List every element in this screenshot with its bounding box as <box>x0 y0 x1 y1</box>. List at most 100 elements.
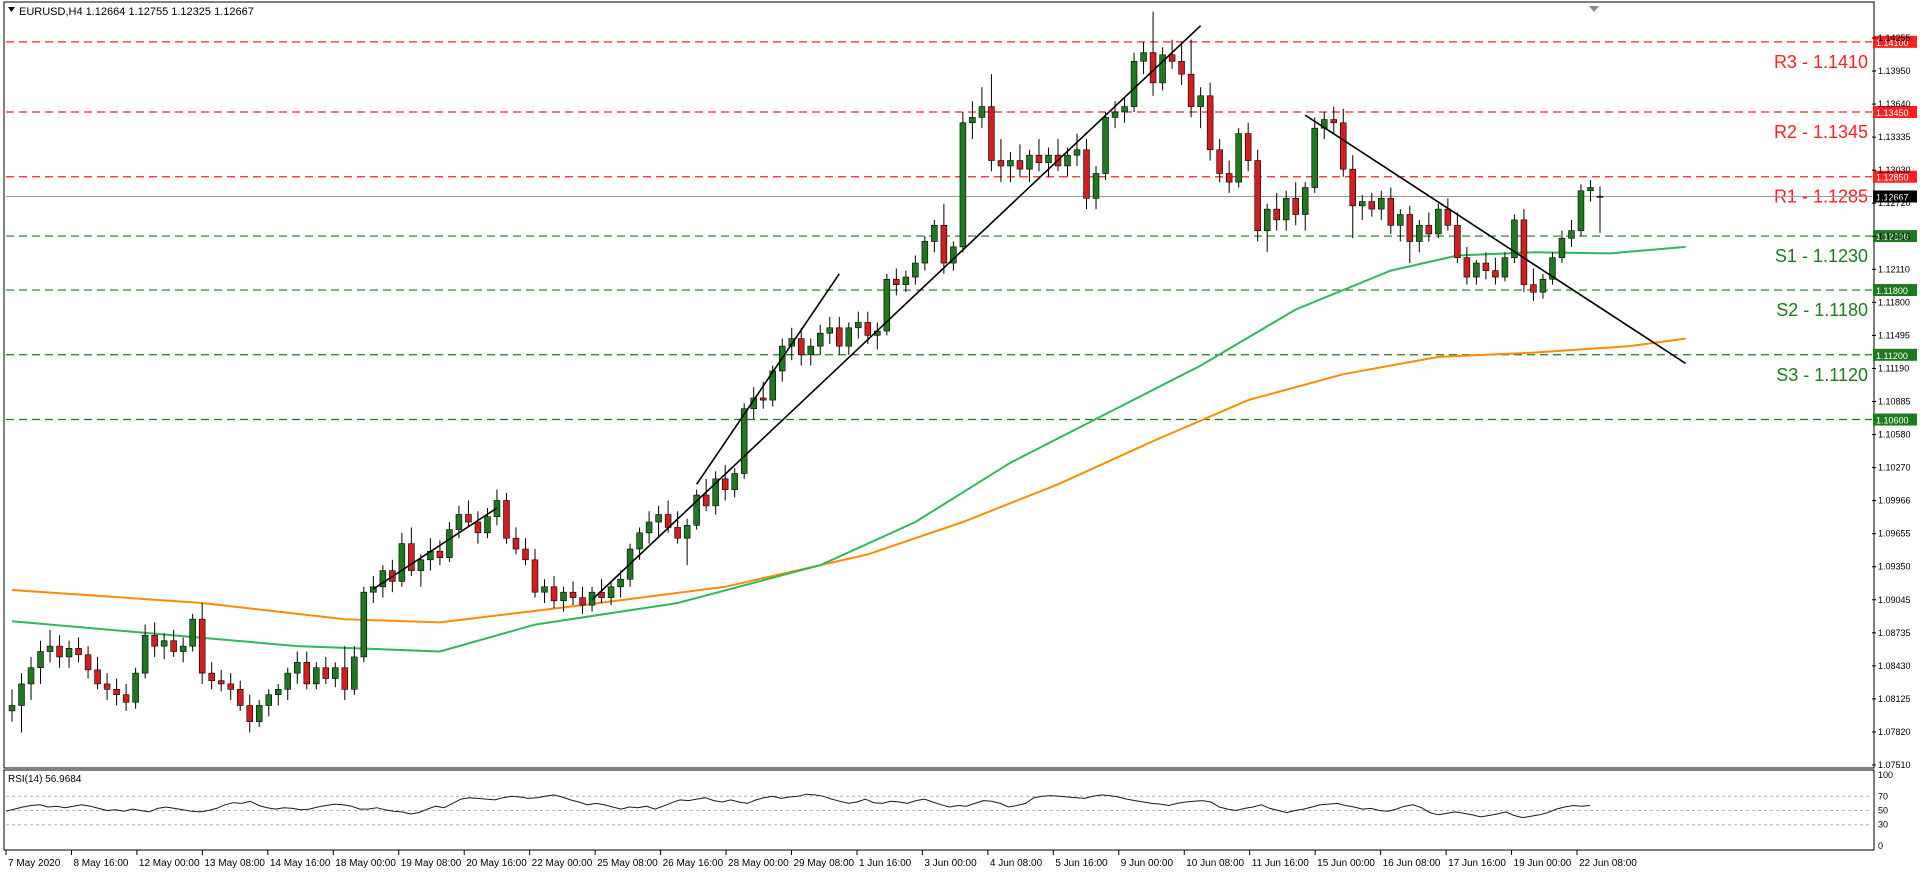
candle-body <box>921 241 929 264</box>
y-tick-label: 1.10270 <box>1878 463 1911 473</box>
candle-body <box>94 669 101 685</box>
candle-body <box>1102 117 1109 174</box>
rsi-label: RSI(14) 56.9684 <box>8 774 82 785</box>
candle-body <box>541 586 548 593</box>
candle-body <box>683 524 691 539</box>
y-tick-label: 1.13030 <box>1878 165 1911 175</box>
candle-body <box>978 106 986 118</box>
candle-body <box>1016 160 1024 170</box>
candle-body <box>1330 119 1337 124</box>
candle-body <box>1263 208 1271 231</box>
candle-body <box>950 246 957 264</box>
level-label: S3 - 1.1120 <box>1776 365 1868 385</box>
candle-body <box>550 586 558 602</box>
candle-body <box>1121 106 1128 113</box>
candle-body <box>351 656 358 690</box>
candle-body <box>1301 187 1309 215</box>
x-tick-label: 26 May 16:00 <box>663 858 724 869</box>
y-tick-label: 1.08430 <box>1878 661 1911 671</box>
candle-body <box>531 559 539 593</box>
candle-body <box>1311 127 1318 188</box>
candle-body <box>341 667 349 690</box>
candle-body <box>84 654 92 671</box>
level-price-tag <box>1873 348 1917 361</box>
y-tick-label: 1.08125 <box>1878 694 1911 704</box>
y-tick-label: 1.11495 <box>1878 330 1910 340</box>
candle-body <box>1007 160 1014 167</box>
x-tick-label: 12 May 00:00 <box>139 858 200 869</box>
candle-body <box>1083 149 1090 199</box>
trendline <box>372 507 498 590</box>
level-price-tag-text: 1.12300 <box>1876 232 1909 242</box>
candle-body <box>151 635 158 647</box>
x-tick-label: 1 Jun 16:00 <box>859 858 912 869</box>
x-tick-label: 16 Jun 08:00 <box>1383 858 1441 869</box>
candle-body <box>27 667 35 685</box>
level-label: R2 - 1.1345 <box>1774 122 1868 142</box>
candle-body <box>1368 201 1376 210</box>
y-tick-label: 1.09655 <box>1878 529 1911 539</box>
candle-body <box>1577 190 1585 231</box>
candle-body <box>1482 262 1490 271</box>
candle-body <box>65 647 73 658</box>
level-price-tag-text: 1.11200 <box>1876 351 1908 361</box>
candle-body <box>474 521 482 534</box>
y-tick-label: 1.14255 <box>1878 33 1911 43</box>
candle-body <box>1187 73 1195 107</box>
candle-body <box>522 548 529 561</box>
level-price-tag <box>1873 170 1917 183</box>
candle-body <box>1454 224 1461 258</box>
candle-body <box>579 597 586 606</box>
moving-averages <box>11 245 1686 653</box>
x-tick-label: 17 Jun 16:00 <box>1448 858 1506 869</box>
x-tick-label: 8 May 16:00 <box>73 858 128 869</box>
candle-body <box>1539 278 1547 293</box>
x-tick-label: 28 May 00:00 <box>728 858 789 869</box>
y-tick-label: 1.11190 <box>1878 363 1909 373</box>
candle-body <box>1444 208 1452 226</box>
candle-body <box>655 514 662 523</box>
x-tick-label: 22 May 00:00 <box>532 858 593 869</box>
candle-body <box>1558 237 1566 258</box>
candle-body <box>484 516 491 534</box>
x-tick-label: 19 May 08:00 <box>401 858 462 869</box>
candle-body <box>1140 52 1147 62</box>
candle-body <box>902 276 910 285</box>
candle-body <box>731 473 738 490</box>
candle-body <box>1292 198 1299 215</box>
candle-body <box>1416 224 1423 242</box>
candle-body <box>1349 168 1357 207</box>
candle-body <box>227 683 234 690</box>
candle-body <box>1178 60 1185 75</box>
candle-body <box>598 591 605 598</box>
candle-body <box>436 550 444 558</box>
x-tick-label: 10 Jun 08:00 <box>1186 858 1244 869</box>
main-pane-frame <box>3 1 1875 769</box>
candle-body <box>1511 219 1518 258</box>
candle-body <box>56 645 63 658</box>
candle-body <box>1435 208 1442 235</box>
level-price-tag <box>1873 230 1917 243</box>
candle-body <box>817 332 824 347</box>
triangle-down-icon[interactable] <box>8 7 15 12</box>
candle-body <box>1035 154 1043 164</box>
candle-body <box>141 635 149 674</box>
x-tick-label: 3 Jun 00:00 <box>924 858 977 869</box>
candle-body <box>398 543 406 582</box>
current-price-tag-text: 1.12667 <box>1876 192 1909 202</box>
candle-body <box>465 514 472 523</box>
x-tick-label: 22 Jun 08:00 <box>1579 858 1637 869</box>
y-tick-label: 1.12110 <box>1878 264 1910 274</box>
candle-body <box>845 327 853 347</box>
candle-body <box>1206 95 1214 151</box>
x-tick-label: 25 May 08:00 <box>597 858 658 869</box>
candle-body <box>446 529 453 558</box>
x-tick-label: 5 Jun 16:00 <box>1055 858 1108 869</box>
candle-body <box>1378 198 1385 210</box>
candle-body <box>674 527 681 539</box>
rsi-indicator: 100 70 50 30 0 <box>5 770 1893 851</box>
candle-body <box>1463 257 1471 278</box>
candle-body <box>721 478 729 490</box>
y-tick-label: 1.07510 <box>1878 760 1911 770</box>
